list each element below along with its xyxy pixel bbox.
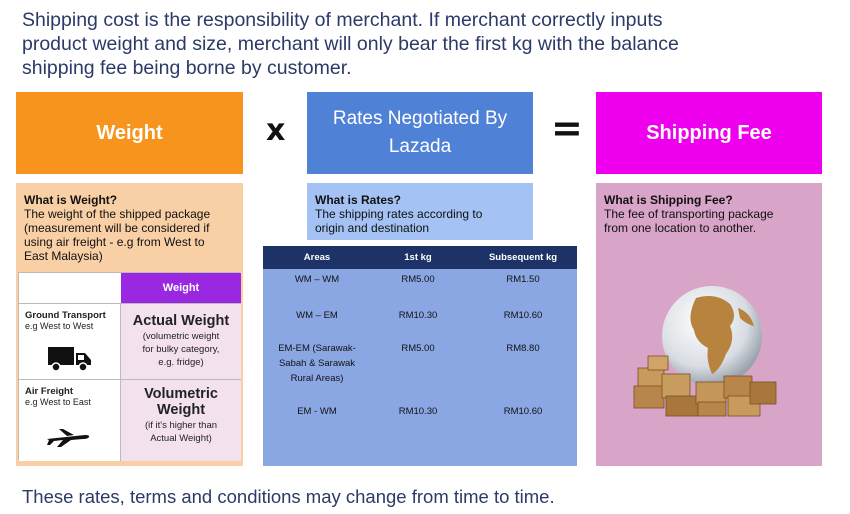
weight-note: (if it's higher than	[144, 420, 218, 431]
rate-area: WM – EM	[296, 310, 338, 321]
rates-panel: What is Rates? The shipping rates accord…	[307, 183, 533, 240]
volumetric-weight-cell: Volumetric Weight (if it's higher than A…	[121, 379, 241, 461]
rate-first-kg: RM10.30	[398, 406, 438, 417]
intro-line: product weight and size, merchant will o…	[22, 33, 679, 55]
rates-header-line: Rates Negotiated By	[332, 108, 508, 129]
rate-first-kg: RM10.30	[398, 310, 438, 321]
weight-panel-text: (measurement will be considered if	[24, 221, 210, 235]
weight-table-corner	[19, 273, 121, 303]
rate-first-kg: RM5.00	[401, 274, 435, 285]
intro-line: shipping fee being borne by customer.	[22, 57, 352, 79]
rate-area: WM – WM	[294, 274, 340, 285]
air-freight-cell: Air Freight e.g West to East	[19, 379, 121, 461]
weight-note: Actual Weight)	[150, 433, 212, 444]
weight-type: Actual Weight	[132, 313, 230, 329]
weight-header-label: Weight	[96, 121, 163, 144]
weight-note: (volumetric weight	[142, 331, 220, 342]
weight-type: Volumetric	[144, 386, 218, 402]
shipping-fee-panel-text: The fee of transporting package	[604, 207, 774, 221]
mode-example: e.g West to West	[25, 321, 94, 331]
rate-subsequent-kg: RM8.80	[506, 343, 540, 354]
rate-subsequent-kg: RM10.60	[503, 310, 543, 321]
rates-table: Areas 1st kg Subsequent kg WM – WM RM5.0…	[263, 246, 577, 466]
weight-panel-text: East Malaysia)	[24, 249, 103, 263]
rate-area-line: EM-EM (Sarawak-	[278, 343, 356, 354]
rate-subsequent-kg: RM10.60	[503, 406, 543, 417]
rate-area: EM-EM (Sarawak- Sabah & Sarawak Rural Ar…	[273, 343, 361, 385]
actual-weight-cell: Actual Weight (volumetric weight for bul…	[121, 303, 241, 379]
rates-panel-title: What is Rates?	[315, 193, 402, 207]
rate-area-line: Rural Areas)	[290, 373, 344, 384]
rates-header-line: Lazada	[388, 136, 452, 157]
weight-type: Weight	[156, 402, 206, 418]
rates-col-header: Subsequent kg	[488, 252, 558, 263]
weight-panel-title: What is Weight?	[24, 193, 118, 207]
rate-area: EM - WM	[297, 406, 337, 417]
truck-icon	[48, 347, 91, 372]
rates-table-header: Areas 1st kg Subsequent kg	[263, 246, 577, 269]
shipping-fee-header: Shipping Fee	[596, 92, 822, 174]
weight-note: e.g. fridge)	[158, 357, 204, 368]
weight-header: Weight	[16, 92, 243, 174]
weight-table-header: Weight	[121, 273, 241, 303]
rate-first-kg: RM5.00	[401, 343, 435, 354]
weight-table: Weight Ground Transport e.g West to West…	[18, 272, 241, 461]
ground-transport-cell: Ground Transport e.g West to West	[19, 303, 121, 379]
shipping-fee-panel-title: What is Shipping Fee?	[604, 193, 733, 207]
intro-text: Shipping cost is the responsibility of m…	[22, 8, 832, 80]
weight-note: for bulky category,	[142, 344, 220, 355]
rates-col-header: 1st kg	[404, 252, 432, 263]
globe-with-boxes-icon	[633, 286, 777, 417]
airplane-icon	[47, 429, 90, 447]
shipping-fee-panel-text: from one location to another.	[604, 221, 757, 235]
rates-panel-text: The shipping rates according to	[315, 207, 483, 221]
mode-name: Ground Transport	[25, 310, 106, 321]
rates-header: Rates Negotiated By Lazada	[307, 92, 533, 174]
rates-panel-text: origin and destination	[315, 221, 430, 235]
shipping-fee-header-label: Shipping Fee	[646, 121, 772, 144]
mode-example: e.g West to East	[25, 397, 91, 407]
shipping-fee-panel: What is Shipping Fee? The fee of transpo…	[596, 183, 822, 466]
footer-note: These rates, terms and conditions may ch…	[22, 486, 555, 507]
multiply-operator: x	[266, 113, 286, 148]
equals-operator: =	[551, 106, 583, 150]
weight-panel-text: The weight of the shipped package	[24, 207, 211, 221]
weight-panel-text: using air freight - e.g from West to	[24, 235, 205, 249]
rate-subsequent-kg: RM1.50	[506, 274, 540, 285]
intro-line: Shipping cost is the responsibility of m…	[22, 9, 663, 31]
rates-col-header: Areas	[303, 252, 331, 263]
mode-name: Air Freight	[25, 386, 74, 397]
rate-area-line: Sabah & Sarawak	[278, 358, 356, 369]
